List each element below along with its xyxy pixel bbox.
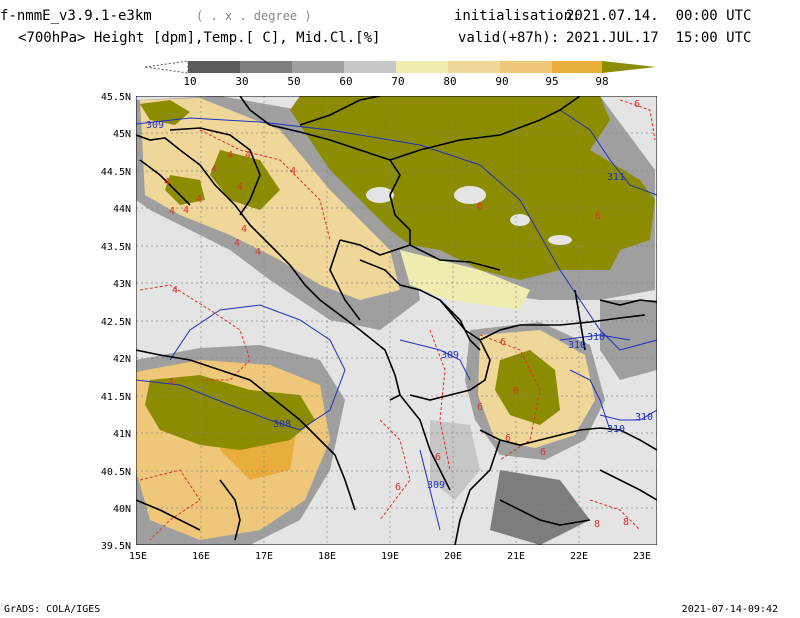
colorbar-label: 60 — [339, 75, 352, 88]
lat-tick-label: 42.5N — [101, 317, 131, 328]
height-label: 310 — [607, 424, 625, 435]
lon-tick-label: 20E — [444, 551, 462, 562]
lat-axis: 45.5N 45N 44.5N 44N 43.5N 43N 42.5N 42N … — [101, 92, 131, 552]
lon-tick-label: 21E — [507, 551, 525, 562]
footer-timestamp: 2021-07-14-09:42 — [681, 604, 778, 615]
colorbar-high-triangle — [602, 61, 656, 73]
colorbar-swatch — [500, 61, 552, 73]
colorbar-swatch — [240, 61, 292, 73]
lon-tick-label: 22E — [570, 551, 588, 562]
colorbar-swatch — [552, 61, 602, 73]
colorbar-label: 10 — [183, 75, 196, 88]
lat-tick-label: 43N — [113, 279, 131, 290]
temp-label: 4 — [196, 194, 202, 205]
height-label: 311 — [607, 172, 625, 183]
colorbar-swatch — [188, 61, 240, 73]
temp-label: 4 — [241, 224, 247, 235]
lat-tick-label: 44N — [113, 204, 131, 215]
colorbar-swatch — [396, 61, 448, 73]
colorbar-label: 95 — [545, 75, 558, 88]
temp-label: 6 — [505, 433, 511, 444]
temperature-labels: 4 4 4 4 4 4 4 4 4 4 4 4 4 4 6 6 6 6 6 6 … — [164, 99, 640, 530]
clear-patches — [366, 186, 572, 245]
height-label: 308 — [273, 419, 291, 430]
units-note: ( . x . degree ) — [196, 9, 312, 23]
colorbar-swatch — [344, 61, 396, 73]
lon-tick-label: 16E — [192, 551, 210, 562]
temp-label: 4 — [211, 164, 217, 175]
lat-tick-label: 41.5N — [101, 392, 131, 403]
temp-label: 4 — [227, 150, 233, 161]
model-name: f-nmmE_v3.9.1-e3km — [0, 8, 152, 24]
height-label: 309 — [441, 350, 459, 361]
lat-tick-label: 45.5N — [101, 92, 131, 103]
temp-label: 4 — [169, 206, 175, 217]
colorbar-label: 90 — [495, 75, 508, 88]
temp-label: 8 — [623, 517, 629, 528]
height-label: 310 — [568, 340, 586, 351]
lat-tick-label: 39.5N — [101, 541, 131, 552]
temp-label: 6 — [513, 386, 519, 397]
temp-label: 4 — [164, 177, 170, 188]
valid-label: valid(+87h): — [458, 30, 560, 46]
colorbar-label: 70 — [391, 75, 404, 88]
colorbar-label: 30 — [235, 75, 248, 88]
lat-tick-label: 43.5N — [101, 242, 131, 253]
temp-label: 4 — [172, 285, 178, 296]
temp-label: 6 — [595, 211, 601, 222]
lat-tick-label: 40.5N — [101, 467, 131, 478]
temp-label: 6 — [435, 452, 441, 463]
temperature-contours — [139, 99, 656, 541]
height-label: 310 — [635, 412, 653, 423]
height-label: 309 — [427, 480, 445, 491]
lon-tick-label: 15E — [129, 551, 147, 562]
temp-label: 4 — [168, 377, 174, 388]
map-plot: 309 311 309 310 310 308 309 310 310 4 4 … — [136, 96, 657, 545]
lat-tick-label: 41N — [113, 429, 131, 440]
height-label: 309 — [146, 120, 164, 131]
init-label: initialisation: — [454, 8, 581, 24]
colorbar-swatch — [448, 61, 500, 73]
lat-tick-label: 40N — [113, 504, 131, 515]
colorbar-labels: 10 30 50 60 70 80 90 95 98 — [183, 75, 608, 88]
temp-label: 4 — [290, 166, 296, 177]
colorbar-swatch — [292, 61, 344, 73]
lon-axis: 15E 16E 17E 18E 19E 20E 21E 22E 23E — [129, 551, 651, 562]
temp-label: 6 — [634, 99, 640, 110]
temp-label: 4 — [245, 150, 251, 161]
colorbar-label: 98 — [595, 75, 608, 88]
temp-label: 6 — [500, 337, 506, 348]
lon-tick-label: 17E — [255, 551, 273, 562]
lon-tick-label: 23E — [633, 551, 651, 562]
init-value: 2021.07.14. 00:00 UTC — [566, 8, 752, 24]
height-label: 310 — [587, 332, 605, 343]
colorbar-low-triangle — [144, 60, 189, 74]
colorbar-label: 80 — [443, 75, 456, 88]
lat-tick-label: 42N — [113, 354, 131, 365]
temp-label: 6 — [477, 201, 483, 212]
temp-label: 4 — [255, 247, 261, 258]
temp-label: 4 — [234, 238, 240, 249]
temp-label: 8 — [594, 519, 600, 530]
footer-credit: GrADS: COLA/IGES — [4, 604, 101, 615]
height-contours — [136, 109, 657, 531]
temp-label: 4 — [183, 205, 189, 216]
lat-tick-label: 44.5N — [101, 167, 131, 178]
colorbar: 10 30 50 60 70 80 90 95 98 — [144, 60, 656, 88]
temp-label: 6 — [477, 402, 483, 413]
variables-label: <700hPa> Height [dpm],Temp.[ C], Mid.Cl.… — [18, 30, 381, 46]
height-labels: 309 311 309 310 310 308 309 310 310 — [146, 120, 653, 491]
borders — [136, 96, 657, 545]
temp-label: 6 — [395, 482, 401, 493]
lat-tick-label: 45N — [113, 129, 131, 140]
temp-label: 4 — [237, 182, 243, 193]
lon-tick-label: 18E — [318, 551, 336, 562]
colorbar-label: 50 — [287, 75, 300, 88]
lon-tick-label: 19E — [381, 551, 399, 562]
temp-label: 6 — [540, 447, 546, 458]
valid-value: 2021.JUL.17 15:00 UTC — [566, 30, 752, 46]
